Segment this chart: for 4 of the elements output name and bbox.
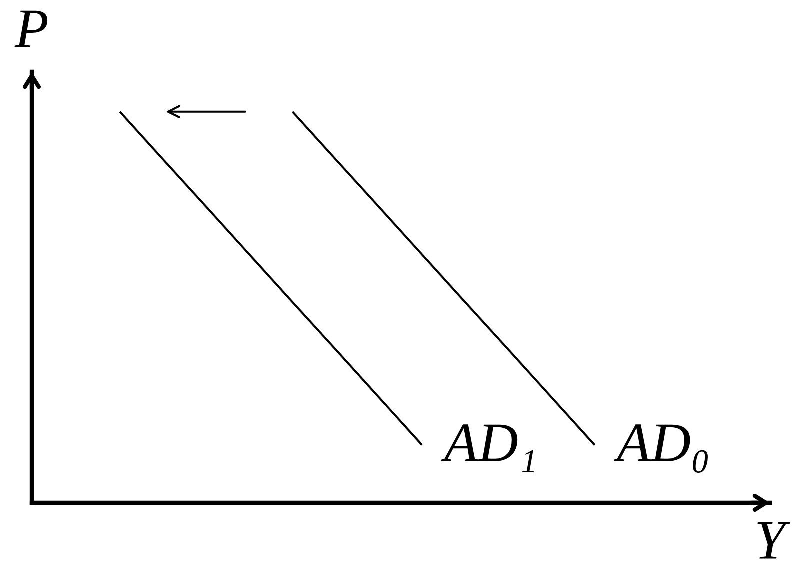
y-axis-title: P — [14, 10, 48, 48]
x-axis-title: Y — [758, 522, 790, 559]
series-label: AD₁ — [441, 424, 534, 472]
series-label: AD₀ — [614, 424, 708, 473]
